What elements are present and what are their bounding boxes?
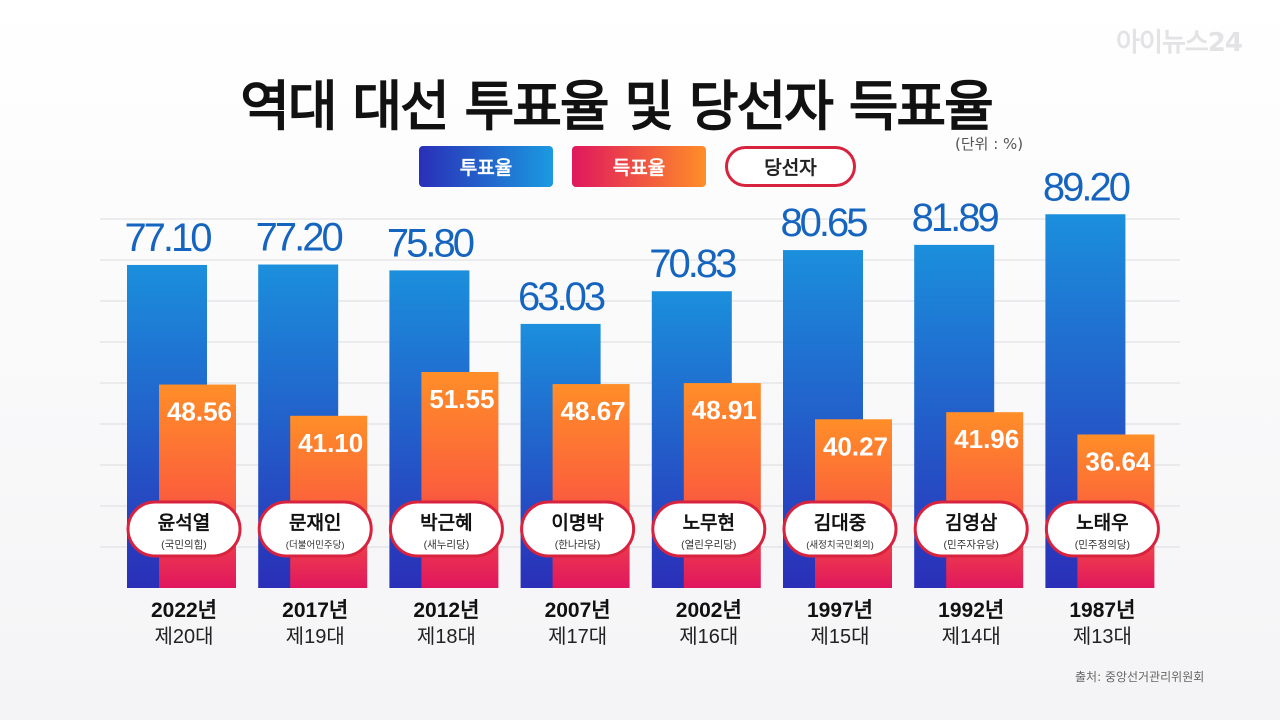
winner-badge [1044,500,1160,558]
winner-name: 이명박 [551,512,604,534]
winner-party: (한나라당) [555,539,601,551]
winner-party: (열린우리당) [681,539,736,551]
winner-party: (새누리당) [424,539,470,551]
winner-party: (민주자유당) [944,539,999,551]
winner-name: 윤석열 [158,512,210,534]
vote-share-value-label: 48.56 [167,397,232,427]
election-number-label: 제18대 [417,625,476,648]
winner-badge [257,500,373,558]
election-number-label: 제16대 [679,625,738,648]
vote-share-value-label: 36.64 [1085,446,1151,476]
legend-turnout: 투표율 [419,146,553,187]
year-label: 1992년 [938,599,1004,622]
election-number-label: 제15대 [810,625,869,648]
turnout-value-label: 77.10 [124,216,211,260]
chart-title: 역대 대선 투표율 및 당선자 득표율 [240,75,994,138]
year-label: 2017년 [282,599,348,622]
watermark-logo: 아이뉴스24 [1116,28,1243,58]
legend-winner: 당선자 [725,146,856,187]
year-label: 2012년 [413,599,479,622]
winner-party: (민주정의당) [1075,539,1130,551]
winner-name: 박근혜 [420,512,472,534]
winner-name: 문재인 [289,512,341,534]
election-number-label: 제20대 [154,625,213,648]
year-label: 2002년 [676,599,742,622]
turnout-value-label: 63.03 [518,275,605,319]
vote-share-value-label: 41.10 [298,428,363,458]
winner-name: 노무현 [683,512,735,534]
election-number-label: 제17대 [548,625,607,648]
legend-vote-share: 득표율 [572,146,706,187]
year-label: 2022년 [151,599,217,622]
election-number-label: 제14대 [942,625,1001,648]
winner-badge [913,500,1029,558]
winner-badge [126,500,242,558]
winner-badge [651,500,767,558]
turnout-value-label: 75.80 [387,221,474,265]
vote-share-value-label: 40.27 [823,431,888,461]
winner-badge [782,500,898,558]
winner-badge [388,500,504,558]
turnout-value-label: 70.83 [649,242,736,286]
year-label: 2007년 [545,599,611,622]
vote-share-value-label: 48.67 [561,396,626,426]
source-note: 출처: 중앙선거관리위원회 [1075,670,1205,684]
winner-name: 노태우 [1076,512,1128,534]
turnout-value-label: 80.65 [780,201,867,245]
vote-share-bar [946,412,1024,588]
election-number-label: 제19대 [286,625,345,648]
vote-share-value-label: 41.96 [954,424,1019,454]
winner-badge [520,500,636,558]
year-label: 1987년 [1069,599,1135,622]
turnout-value-label: 77.20 [256,216,343,260]
year-label: 1997년 [807,599,873,622]
winner-name: 김영삼 [945,512,998,534]
election-number-label: 제13대 [1073,625,1132,648]
winner-name: 김대중 [814,512,866,534]
vote-share-value-label: 48.91 [692,395,757,425]
winner-party: (더불어민주당) [286,540,345,551]
winner-party: (국민의힘) [161,539,207,551]
turnout-value-label: 81.89 [912,196,999,240]
vote-share-value-label: 51.55 [429,384,494,414]
winner-party: (새정치국민회의) [806,539,874,551]
turnout-value-label: 89.20 [1043,165,1130,209]
unit-label: (단위 : %) [955,135,1024,153]
